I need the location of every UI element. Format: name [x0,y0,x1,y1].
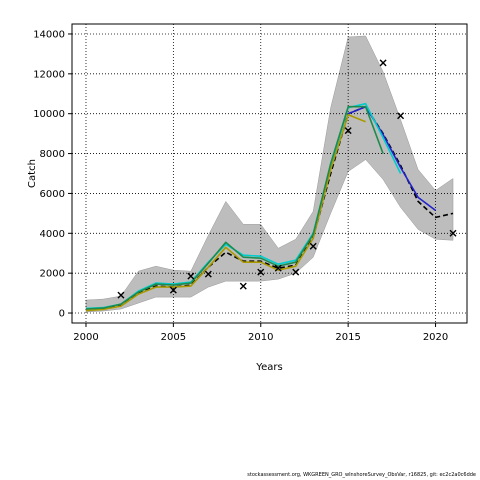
y-tick-label: 14000 [33,29,65,40]
x-axis-ticks: 2000 2005 2010 2015 2020 [73,323,448,343]
confidence-band-layer [86,36,453,312]
y-tick-label: 2000 [40,269,65,280]
x-tick-label: 2000 [73,332,98,343]
x-tick-label: 2005 [161,332,186,343]
x-tick-label: 2015 [335,332,360,343]
x-tick-label: 2020 [423,332,448,343]
y-tick-label: 0 [59,309,65,320]
y-tick-label: 10000 [33,109,65,120]
source-footnote: stockassessment.org, WKGREEN_GRO_wInshor… [0,472,476,478]
y-axis-title: Catch [27,159,38,188]
y-tick-label: 8000 [40,149,65,160]
y-tick-label: 6000 [40,189,65,200]
y-axis-ticks: 0 2000 4000 6000 8000 10000 12000 14000 [33,29,72,319]
y-tick-label: 4000 [40,229,65,240]
x-axis-title: Years [255,362,282,373]
observation-point [240,283,246,289]
x-tick-label: 2010 [248,332,273,343]
y-tick-label: 12000 [33,69,65,80]
observation-point [380,60,386,66]
confidence-band [86,36,453,312]
